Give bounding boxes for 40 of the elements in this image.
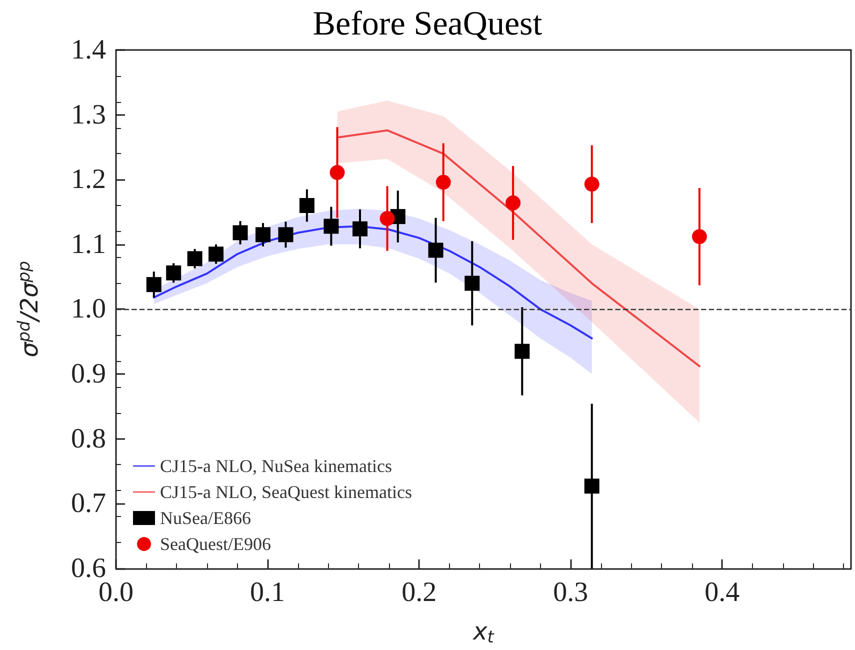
y-axis-title: σpd/2σpp <box>14 261 44 358</box>
y-tick-label: 0.9 <box>71 358 106 390</box>
point <box>514 344 530 359</box>
point <box>232 225 248 240</box>
point <box>380 210 395 226</box>
x-tick-label: 0.4 <box>704 576 740 608</box>
point <box>436 174 451 190</box>
point <box>584 176 600 192</box>
line-series <box>336 129 700 368</box>
y-tick-label: 1.4 <box>71 34 106 66</box>
y-tick-label: 1.1 <box>71 228 106 260</box>
x-tick-label: 0.1 <box>250 576 286 608</box>
point <box>299 198 314 214</box>
point <box>166 265 182 280</box>
legend-label: NuSea/E866 <box>160 508 251 528</box>
legend-label: CJ15-a NLO, SeaQuest kinematics <box>160 482 412 502</box>
point <box>187 251 202 266</box>
y-tick-label: 0.8 <box>71 423 106 454</box>
legend-label: SeaQuest/E906 <box>160 534 271 554</box>
point <box>352 221 368 236</box>
y-tick-label: 1.2 <box>71 164 106 196</box>
point <box>256 227 270 242</box>
point <box>324 218 339 234</box>
x-tick-label: 0.3 <box>553 576 588 608</box>
x-axis-title: xt <box>472 618 496 646</box>
point <box>330 164 345 180</box>
y-tick-label: 1.3 <box>71 99 106 130</box>
point <box>278 227 294 242</box>
point <box>208 246 224 262</box>
point <box>464 276 480 291</box>
point <box>146 277 162 292</box>
x-tick-label: 0.2 <box>402 576 437 608</box>
point <box>692 229 707 244</box>
chart-title: Before SeaQuest <box>312 6 543 42</box>
legend-label: CJ15-a NLO, NuSea kinematics <box>160 456 392 476</box>
point <box>584 478 600 494</box>
y-tick-label: 1.0 <box>71 294 106 325</box>
point <box>506 195 521 210</box>
y-tick-label: 0.7 <box>71 488 106 520</box>
point <box>428 242 444 258</box>
